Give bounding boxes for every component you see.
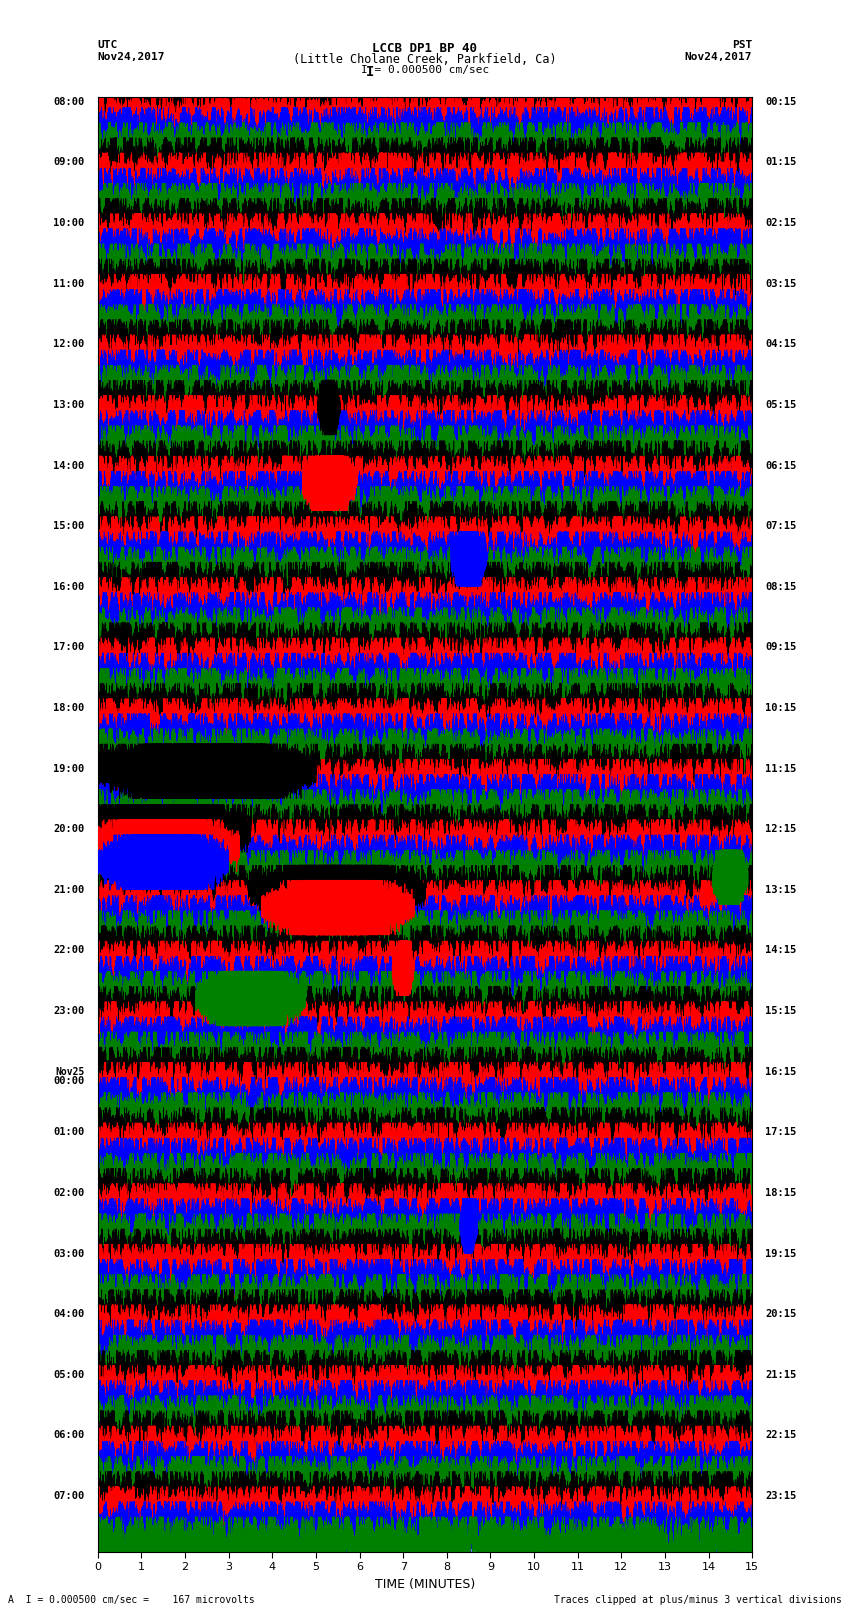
Text: 03:00: 03:00 <box>54 1248 85 1258</box>
Text: 23:15: 23:15 <box>765 1490 796 1502</box>
Text: 13:15: 13:15 <box>765 886 796 895</box>
Text: 15:15: 15:15 <box>765 1007 796 1016</box>
Text: 02:00: 02:00 <box>54 1187 85 1198</box>
Text: 19:15: 19:15 <box>765 1248 796 1258</box>
Text: 05:15: 05:15 <box>765 400 796 410</box>
Text: 07:00: 07:00 <box>54 1490 85 1502</box>
Text: LCCB DP1 BP 40: LCCB DP1 BP 40 <box>372 42 478 55</box>
Text: 00:00: 00:00 <box>54 1076 85 1086</box>
Text: A  I = 0.000500 cm/sec =    167 microvolts: A I = 0.000500 cm/sec = 167 microvolts <box>8 1595 255 1605</box>
Text: 12:00: 12:00 <box>54 339 85 350</box>
Text: 11:00: 11:00 <box>54 279 85 289</box>
Text: 22:15: 22:15 <box>765 1431 796 1440</box>
Text: Nov24,2017: Nov24,2017 <box>685 52 752 61</box>
Text: 05:00: 05:00 <box>54 1369 85 1379</box>
Text: 04:00: 04:00 <box>54 1310 85 1319</box>
Text: 09:00: 09:00 <box>54 158 85 168</box>
Text: 01:15: 01:15 <box>765 158 796 168</box>
Text: 06:00: 06:00 <box>54 1431 85 1440</box>
Text: 10:15: 10:15 <box>765 703 796 713</box>
Text: 12:15: 12:15 <box>765 824 796 834</box>
Text: 14:00: 14:00 <box>54 461 85 471</box>
Text: 19:00: 19:00 <box>54 763 85 774</box>
Text: Nov25: Nov25 <box>55 1066 85 1077</box>
Text: 02:15: 02:15 <box>765 218 796 227</box>
Text: 21:15: 21:15 <box>765 1369 796 1379</box>
Text: 03:15: 03:15 <box>765 279 796 289</box>
Text: 13:00: 13:00 <box>54 400 85 410</box>
Text: 00:15: 00:15 <box>765 97 796 106</box>
Text: 20:00: 20:00 <box>54 824 85 834</box>
Text: 11:15: 11:15 <box>765 763 796 774</box>
Text: 06:15: 06:15 <box>765 461 796 471</box>
Text: 23:00: 23:00 <box>54 1007 85 1016</box>
Text: 21:00: 21:00 <box>54 886 85 895</box>
Text: 08:15: 08:15 <box>765 582 796 592</box>
Text: 22:00: 22:00 <box>54 945 85 955</box>
Text: PST: PST <box>732 40 752 50</box>
X-axis label: TIME (MINUTES): TIME (MINUTES) <box>375 1578 475 1590</box>
Text: UTC: UTC <box>98 40 118 50</box>
Text: 07:15: 07:15 <box>765 521 796 531</box>
Text: 17:00: 17:00 <box>54 642 85 652</box>
Text: Traces clipped at plus/minus 3 vertical divisions: Traces clipped at plus/minus 3 vertical … <box>553 1595 842 1605</box>
Text: 18:00: 18:00 <box>54 703 85 713</box>
Text: 08:00: 08:00 <box>54 97 85 106</box>
Text: I: I <box>366 65 374 79</box>
Text: 17:15: 17:15 <box>765 1127 796 1137</box>
Text: Nov24,2017: Nov24,2017 <box>98 52 165 61</box>
Text: 10:00: 10:00 <box>54 218 85 227</box>
Text: 18:15: 18:15 <box>765 1187 796 1198</box>
Text: 14:15: 14:15 <box>765 945 796 955</box>
Text: 04:15: 04:15 <box>765 339 796 350</box>
Text: 16:00: 16:00 <box>54 582 85 592</box>
Text: 16:15: 16:15 <box>765 1066 796 1077</box>
Text: 09:15: 09:15 <box>765 642 796 652</box>
Text: I = 0.000500 cm/sec: I = 0.000500 cm/sec <box>361 65 489 74</box>
Text: 01:00: 01:00 <box>54 1127 85 1137</box>
Text: 15:00: 15:00 <box>54 521 85 531</box>
Text: (Little Cholane Creek, Parkfield, Ca): (Little Cholane Creek, Parkfield, Ca) <box>293 53 557 66</box>
Text: 20:15: 20:15 <box>765 1310 796 1319</box>
